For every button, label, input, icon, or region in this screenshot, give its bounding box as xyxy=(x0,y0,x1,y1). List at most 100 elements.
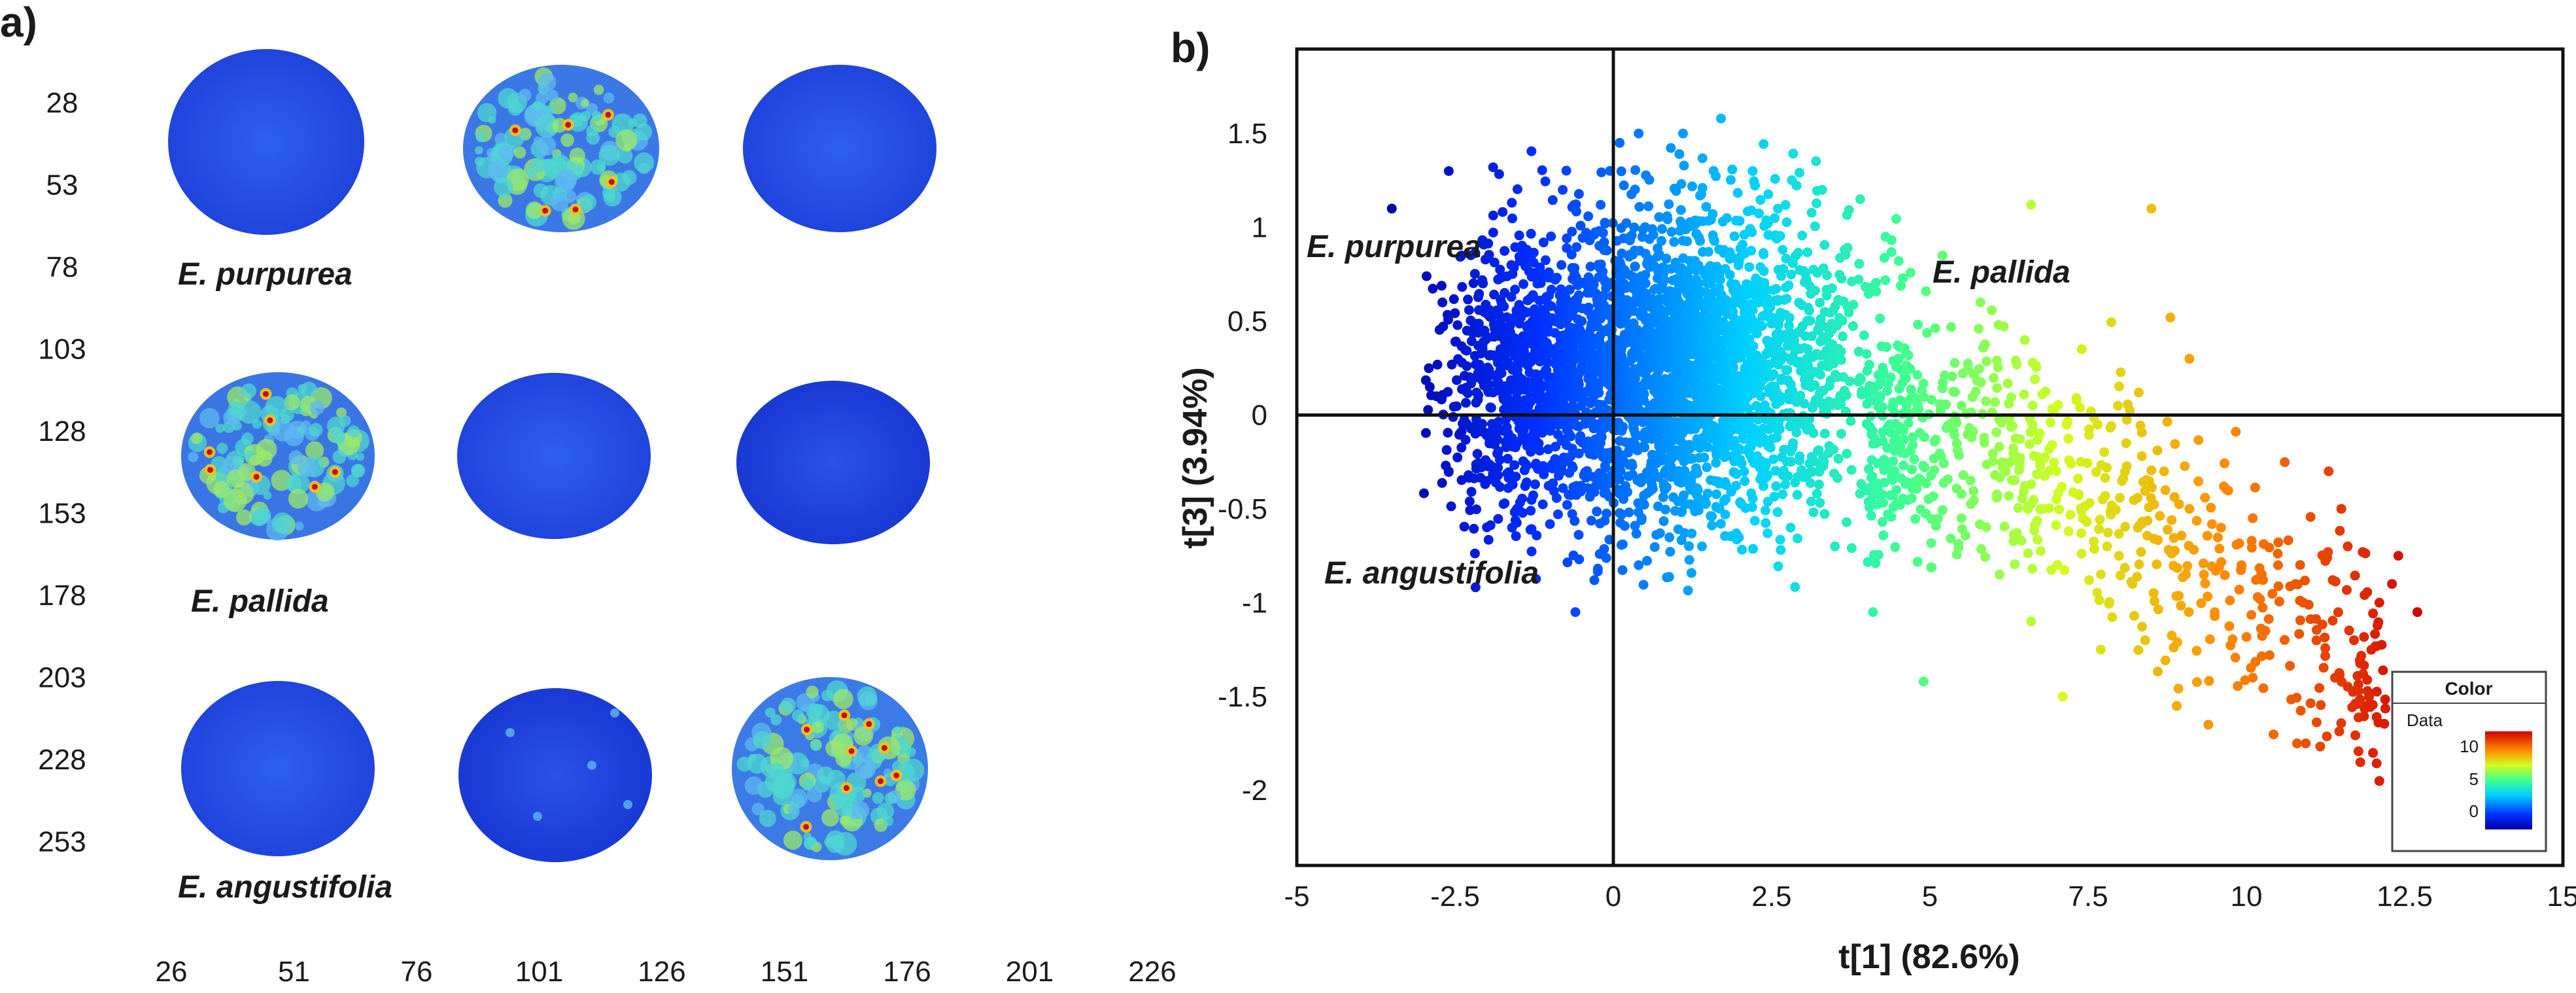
scatter-point xyxy=(2250,657,2261,667)
scatter-point xyxy=(2303,600,2314,610)
scatter-point xyxy=(1424,381,1435,392)
hotspot xyxy=(216,442,228,454)
scatter-point xyxy=(1469,269,1480,279)
scatter-point xyxy=(1989,373,1999,383)
scatter-point xyxy=(1693,260,1704,271)
scatter-point xyxy=(2089,536,2099,547)
scatter-point xyxy=(1968,427,1978,436)
scatter-point xyxy=(2269,729,2278,740)
scatter-point xyxy=(1853,274,1864,285)
y-tick-label: 1 xyxy=(1252,212,1267,244)
scatter-point xyxy=(1974,364,1984,374)
scatter-point xyxy=(1782,365,1793,375)
scatter-point xyxy=(2044,466,2054,476)
scatter-point xyxy=(1589,279,1599,290)
scatter-point xyxy=(1938,458,1949,468)
scatter-point xyxy=(1531,574,1541,584)
hotspot xyxy=(513,147,526,159)
scatter-point xyxy=(1692,485,1703,495)
scatter-point xyxy=(1488,210,1498,220)
scatter-point xyxy=(2250,482,2260,493)
scatter-point xyxy=(1697,541,1707,551)
scatter-point xyxy=(1495,264,1505,275)
scatter-point xyxy=(2234,538,2244,549)
hotspot-red xyxy=(843,785,850,792)
scatter-point xyxy=(1995,569,2004,580)
scatter-point xyxy=(1468,278,1479,288)
scatter-point xyxy=(1452,452,1463,462)
scatter-point xyxy=(2344,625,2354,636)
scatter-point xyxy=(1880,478,1889,488)
scatter-point xyxy=(2412,607,2422,618)
hotspot xyxy=(199,408,220,428)
scatter-point xyxy=(1804,414,1815,425)
scatter-point xyxy=(1759,139,1769,149)
scatter-point xyxy=(1842,517,1852,527)
species-label-purpurea: E. purpurea xyxy=(178,257,352,292)
hotspot xyxy=(280,414,290,424)
scatter-point xyxy=(1566,249,1577,260)
scatter-point xyxy=(1772,507,1783,517)
scatter-point xyxy=(1459,521,1469,532)
scatter-point xyxy=(2380,694,2390,705)
hotspot xyxy=(347,425,360,438)
scatter-point xyxy=(1484,379,1494,389)
scatter-point xyxy=(1810,221,1820,232)
scatter-point xyxy=(2014,460,2025,470)
scatter-point xyxy=(2167,631,2177,640)
scatter-point xyxy=(2013,503,2023,513)
scatter-point xyxy=(1784,313,1795,323)
scatter-point xyxy=(1519,279,1528,289)
scatter-point xyxy=(1762,218,1773,228)
scatter-point xyxy=(2314,683,2325,693)
scatter-point xyxy=(1627,461,1638,471)
scatter-point xyxy=(1666,143,1676,153)
scatter-point xyxy=(1542,357,1553,368)
scatter-point xyxy=(1726,175,1736,185)
hotspot-red xyxy=(311,483,318,490)
hotspot xyxy=(536,135,557,156)
hotspot xyxy=(545,105,555,115)
scatter-point xyxy=(2362,587,2373,597)
scatter-point xyxy=(2030,374,2040,385)
scatter-point xyxy=(1512,184,1522,194)
scatter-point xyxy=(1601,553,1611,563)
scatter-point xyxy=(1541,365,1552,375)
scatter-point xyxy=(1573,448,1584,459)
scatter-point xyxy=(1965,476,1976,486)
scatter-point xyxy=(2196,598,2207,608)
scatter-point xyxy=(2167,515,2177,525)
hotspot xyxy=(309,423,323,437)
disk-r2c3 xyxy=(736,381,930,544)
scatter-point xyxy=(2180,461,2190,472)
scatter-point xyxy=(2026,479,2036,489)
x-tick-label: 15 xyxy=(2547,880,2576,913)
scatter-point xyxy=(2057,481,2067,492)
scatter-point xyxy=(1715,275,1725,285)
scatter-point xyxy=(1740,476,1750,486)
scatter-point xyxy=(1759,249,1769,260)
scatter-point xyxy=(1600,462,1611,473)
scatter-point xyxy=(1679,160,1689,171)
scatter-point xyxy=(1573,189,1584,199)
scatter-point xyxy=(2320,643,2331,653)
y-tick-label: 0.5 xyxy=(1228,305,1267,338)
scatter-point xyxy=(1744,262,1755,272)
hotspot-red xyxy=(841,712,848,718)
scatter-point xyxy=(1958,470,1968,480)
col-tick-76: 76 xyxy=(401,956,433,988)
scatter-point xyxy=(1575,220,1586,231)
scatter-point xyxy=(1922,328,1932,338)
hotspot xyxy=(285,476,302,493)
scatter-point xyxy=(2264,650,2275,661)
scatter-point xyxy=(1485,520,1496,531)
scatter-point xyxy=(1509,262,1519,273)
scatter-point xyxy=(2053,400,2063,410)
hotspot xyxy=(498,145,515,161)
scatter-point xyxy=(1500,498,1510,508)
scatter-point xyxy=(2121,415,2132,425)
scatter-point xyxy=(1855,194,1865,204)
scatter-point xyxy=(1785,523,1796,533)
scatter-point xyxy=(1817,184,1827,195)
scatter-point xyxy=(1815,298,1825,308)
